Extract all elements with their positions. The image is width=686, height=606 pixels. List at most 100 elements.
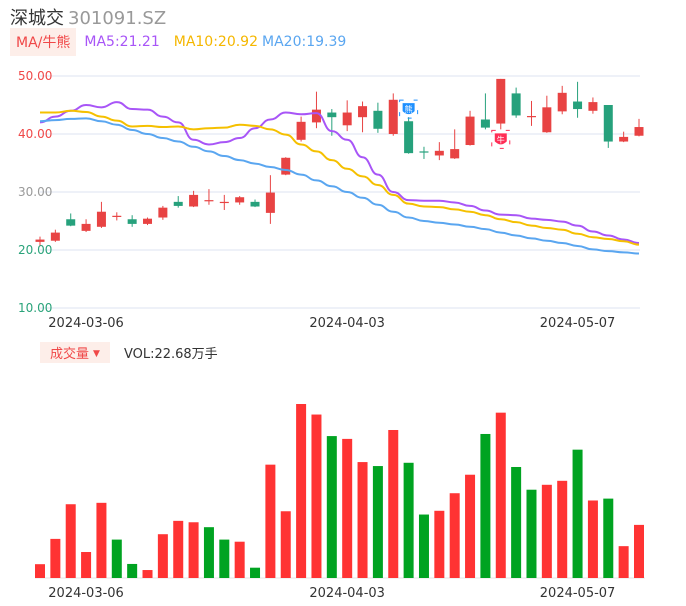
- volume-bar[interactable]: [495, 412, 506, 578]
- ma5-line: [39, 101, 640, 244]
- volume-bar[interactable]: [65, 504, 76, 578]
- candlestick[interactable]: [189, 190, 199, 208]
- candle-body: [173, 201, 183, 206]
- candle-body: [450, 149, 460, 159]
- volume-bar[interactable]: [157, 534, 168, 578]
- candle-body: [388, 99, 398, 134]
- candlestick[interactable]: [573, 81, 583, 118]
- candlestick[interactable]: [50, 229, 60, 242]
- volume-bar[interactable]: [111, 539, 122, 578]
- candlestick[interactable]: [480, 93, 490, 130]
- candlestick[interactable]: [634, 118, 644, 137]
- ma-indicator-toggle[interactable]: MA/牛熊: [10, 28, 77, 56]
- candlestick[interactable]: [588, 97, 598, 114]
- ma20-line: [39, 117, 640, 255]
- volume-bar[interactable]: [526, 489, 537, 578]
- volume-bar[interactable]: [388, 429, 399, 578]
- candlestick[interactable]: [311, 91, 321, 129]
- candlestick[interactable]: [465, 110, 475, 146]
- volume-bar[interactable]: [265, 464, 276, 578]
- volume-indicator-dropdown[interactable]: 成交量 ▼: [40, 342, 110, 363]
- candlestick[interactable]: [35, 236, 45, 246]
- volume-bar[interactable]: [326, 436, 337, 578]
- volume-bar[interactable]: [311, 414, 322, 578]
- candlestick[interactable]: [158, 205, 168, 220]
- y-tick-label: 10.00: [18, 301, 52, 315]
- candlestick[interactable]: [296, 116, 306, 142]
- candle-body: [112, 215, 122, 217]
- candlestick[interactable]: [235, 196, 245, 205]
- volume-bar[interactable]: [127, 563, 138, 578]
- candlestick[interactable]: [373, 102, 383, 133]
- volume-bar[interactable]: [634, 524, 644, 578]
- volume-bar[interactable]: [449, 493, 460, 578]
- candle-body: [619, 136, 629, 142]
- volume-bar[interactable]: [618, 546, 629, 578]
- candlestick[interactable]: [127, 215, 137, 227]
- volume-bar[interactable]: [418, 514, 429, 578]
- volume-bar[interactable]: [572, 449, 583, 578]
- volume-bar[interactable]: [173, 520, 184, 578]
- volume-bar[interactable]: [357, 462, 368, 578]
- candlestick[interactable]: [542, 95, 552, 133]
- volume-bar[interactable]: [434, 510, 445, 578]
- volume-bar[interactable]: [188, 522, 199, 578]
- candlestick[interactable]: [434, 142, 444, 161]
- candlestick[interactable]: [450, 129, 460, 159]
- volume-bar[interactable]: [342, 438, 353, 578]
- volume-bar[interactable]: [35, 564, 45, 578]
- volume-bar[interactable]: [250, 567, 261, 578]
- volume-bar[interactable]: [465, 474, 476, 578]
- volume-bar[interactable]: [557, 480, 568, 578]
- volume-bar[interactable]: [603, 498, 614, 578]
- volume-bar[interactable]: [372, 466, 383, 578]
- candlestick[interactable]: [265, 175, 275, 224]
- volume-bar[interactable]: [296, 404, 307, 578]
- volume-bar[interactable]: [81, 552, 92, 578]
- volume-bar[interactable]: [280, 511, 291, 578]
- candle-body: [573, 101, 583, 110]
- candlestick[interactable]: [603, 105, 613, 148]
- candlestick[interactable]: [419, 146, 429, 159]
- candlestick[interactable]: [173, 196, 183, 208]
- candlestick[interactable]: [358, 101, 368, 133]
- volume-bar[interactable]: [203, 527, 214, 578]
- bull-signal-marker[interactable]: 牛: [491, 129, 511, 149]
- candle-body: [511, 93, 521, 116]
- candle-body: [588, 102, 598, 111]
- candlestick[interactable]: [143, 217, 153, 226]
- volume-bar[interactable]: [541, 484, 552, 578]
- volume-bar[interactable]: [511, 466, 522, 578]
- candlestick[interactable]: [526, 100, 536, 126]
- bear-signal-marker[interactable]: 熊: [399, 99, 419, 119]
- volume-bar[interactable]: [219, 539, 230, 578]
- candlestick[interactable]: [66, 213, 76, 227]
- y-tick-label: 30.00: [18, 185, 52, 199]
- volume-bar[interactable]: [587, 500, 598, 578]
- candlestick[interactable]: [281, 157, 291, 176]
- candlestick[interactable]: [496, 78, 506, 130]
- candlestick[interactable]: [112, 212, 122, 221]
- candle-body: [219, 201, 229, 204]
- candle-body: [404, 121, 414, 154]
- volume-bar[interactable]: [480, 433, 491, 578]
- volume-bar[interactable]: [234, 541, 245, 578]
- candlestick[interactable]: [219, 194, 229, 210]
- candlestick[interactable]: [81, 219, 91, 233]
- candlestick[interactable]: [619, 131, 629, 143]
- candlestick[interactable]: [388, 93, 398, 136]
- volume-bar[interactable]: [403, 462, 414, 578]
- candlestick[interactable]: [511, 87, 521, 118]
- candlestick[interactable]: [96, 201, 106, 228]
- candlestick[interactable]: [342, 100, 352, 132]
- volume-bar[interactable]: [142, 570, 153, 578]
- volume-bar[interactable]: [96, 502, 107, 578]
- candlestick[interactable]: [204, 189, 214, 205]
- marker-label: 牛: [497, 134, 505, 144]
- candle-body: [603, 105, 613, 142]
- candlestick[interactable]: [557, 85, 567, 115]
- volume-bar[interactable]: [50, 538, 61, 578]
- candlestick[interactable]: [250, 199, 260, 208]
- candlestick[interactable]: [404, 117, 414, 154]
